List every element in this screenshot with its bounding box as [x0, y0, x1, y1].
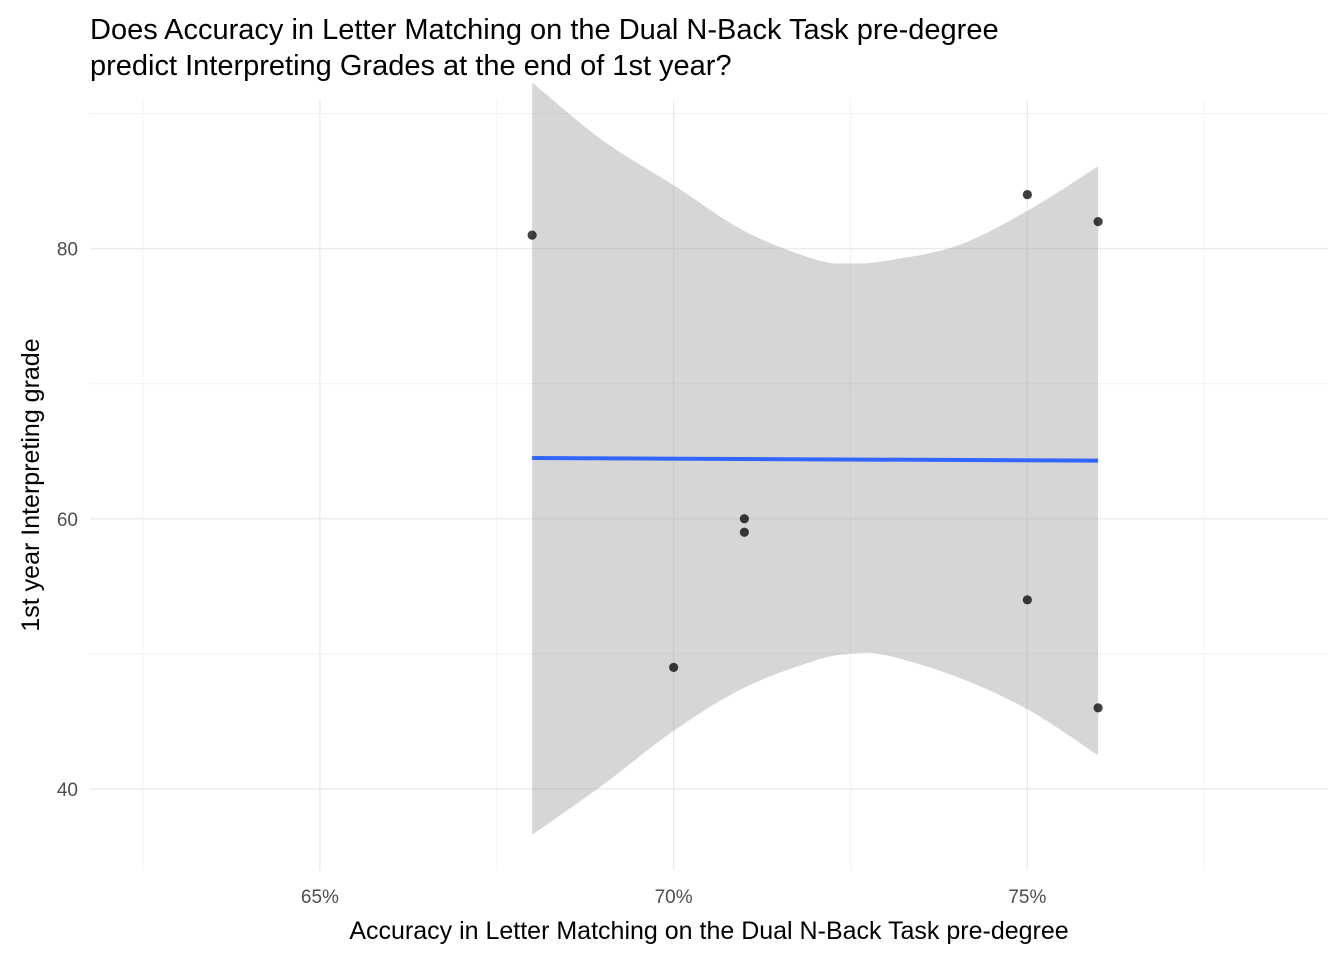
data-point	[739, 514, 749, 524]
data-point	[1093, 703, 1103, 713]
y-axis-label: 1st year Interpreting grade	[17, 338, 45, 631]
y-tick-label: 40	[57, 780, 78, 801]
data-point	[739, 527, 749, 537]
data-point	[1093, 216, 1103, 227]
x-axis-label: Accuracy in Letter Matching on the Dual …	[349, 917, 1068, 945]
x-tick-label: 65%	[301, 887, 339, 908]
data-point	[527, 230, 537, 240]
x-tick-labels: 65% 70% 75%	[301, 887, 1047, 908]
data-point	[669, 662, 679, 672]
minor-gridlines	[90, 100, 1328, 870]
y-tick-labels: 40 60 80	[57, 240, 78, 801]
major-gridlines	[90, 100, 1328, 870]
y-tick-label: 80	[57, 240, 78, 261]
chart-title: Does Accuracy in Letter Matching on the …	[90, 14, 999, 82]
regression-line	[532, 455, 1099, 463]
x-tick-label: 75%	[1008, 887, 1046, 908]
data-point	[1022, 189, 1032, 200]
data-point	[1022, 595, 1032, 605]
y-tick-label: 60	[57, 510, 78, 531]
x-tick-label: 70%	[655, 887, 693, 908]
data-points	[527, 189, 1103, 713]
